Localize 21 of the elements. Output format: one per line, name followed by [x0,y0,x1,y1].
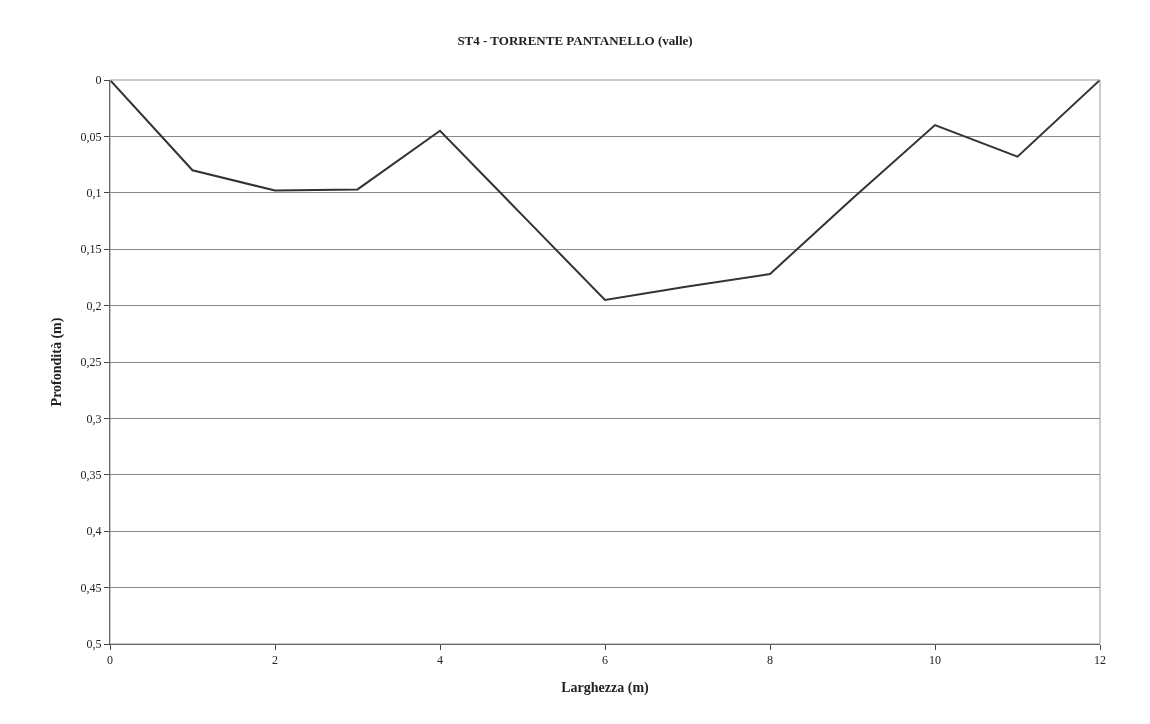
x-tick-label: 10 [929,653,941,668]
y-tick-label: 0,45 [80,580,102,595]
y-tick-label: 0,35 [80,468,102,482]
y-tick-label: 0,5 [86,637,102,652]
y-tick-label: 0,3 [86,411,102,426]
y-tick-label: 0,1 [86,186,102,200]
x-tick-label: 6 [602,653,608,668]
x-tick-label: 4 [437,653,443,668]
x-tick-label: 2 [272,653,278,668]
y-axis-title: Profondità (m) [49,317,66,407]
x-tick-label: 8 [767,653,773,668]
y-tick-label: 0,25 [80,355,102,370]
x-tick-label: 12 [1094,653,1106,668]
y-tick-label: 0,2 [86,298,102,313]
y-tick-label: 0 [95,73,102,88]
chart-title: ST4 - TORRENTE PANTANELLO (valle) [457,33,693,49]
x-tick-label: 0 [107,653,113,668]
y-tick-label: 0,05 [80,129,102,144]
x-axis-title: Larghezza (m) [561,679,650,696]
y-tick-label: 0,4 [86,524,102,539]
y-tick-label: 0,15 [80,242,102,257]
